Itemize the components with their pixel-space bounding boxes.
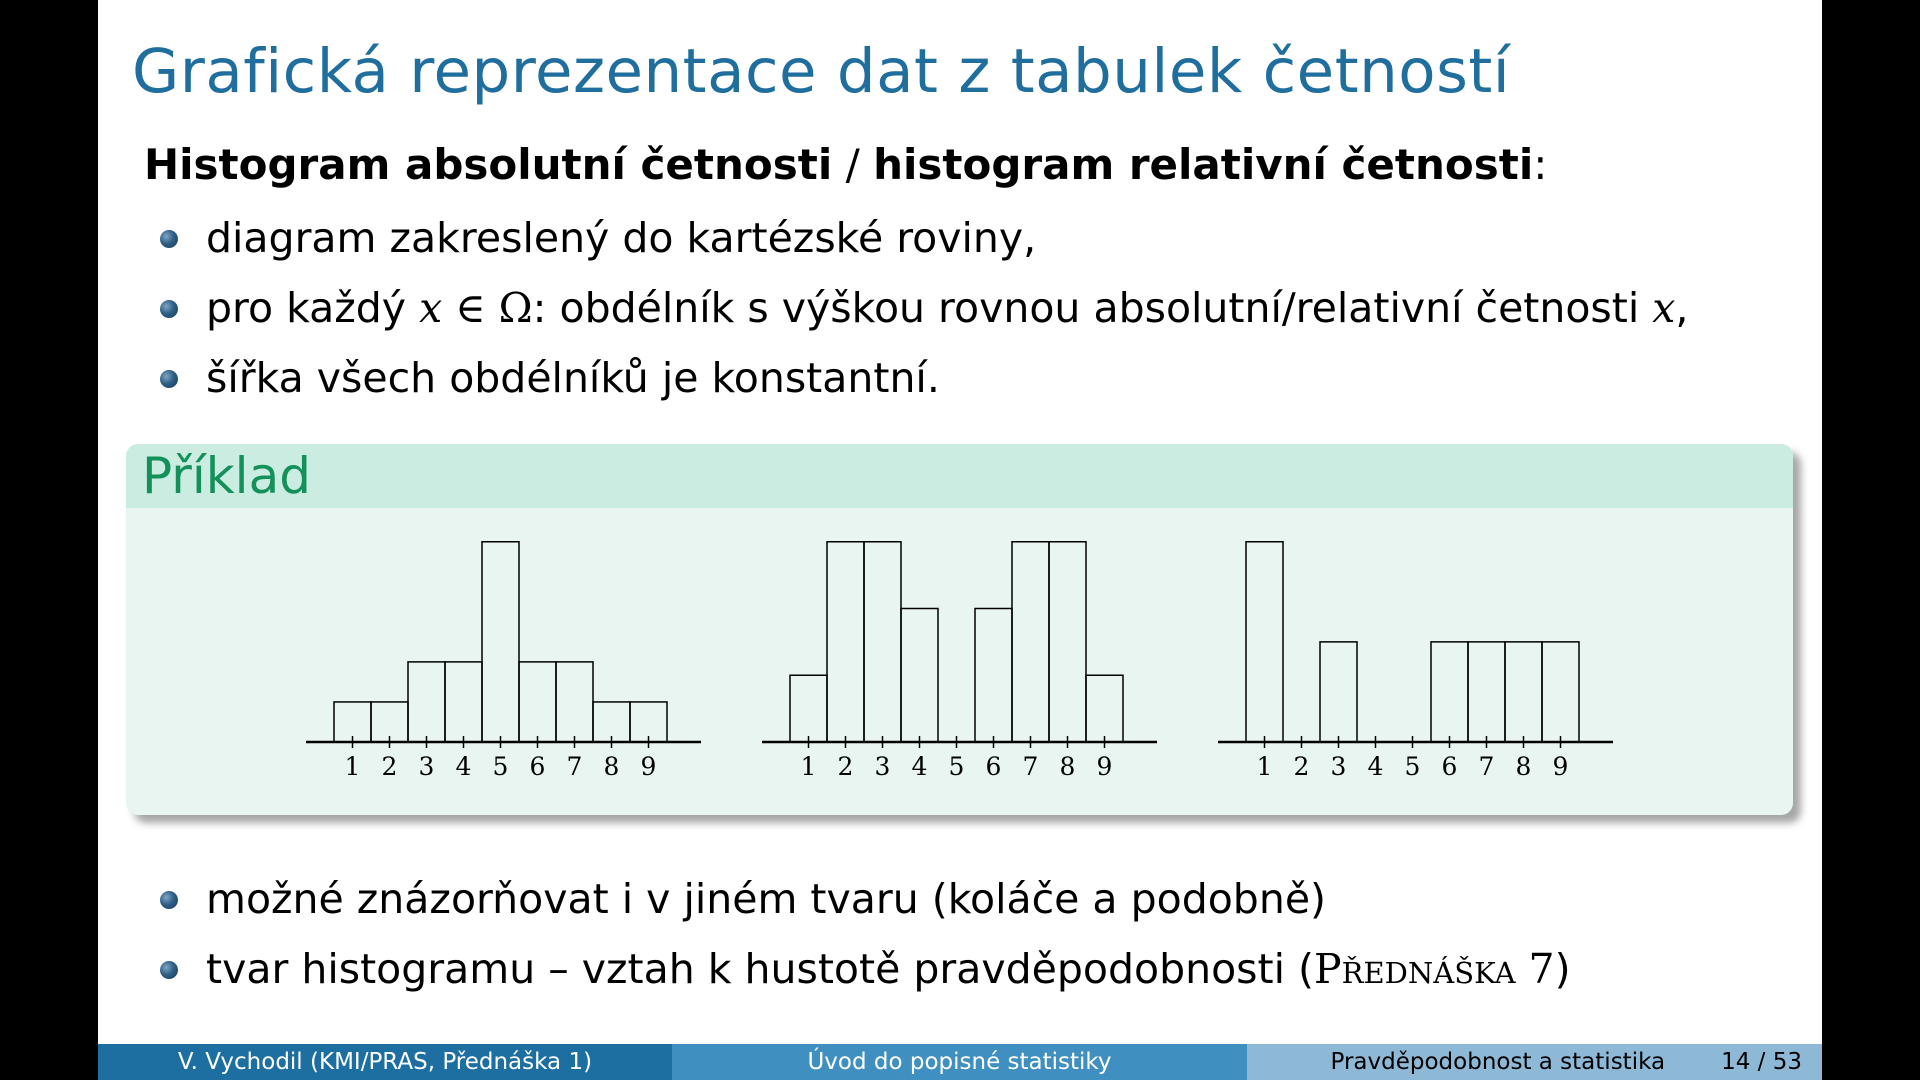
list-item: možné znázorňovat i v jiném tvaru (koláč… — [154, 864, 1571, 934]
x-tick-label: 9 — [1097, 752, 1113, 781]
subtitle-colon: : — [1533, 140, 1548, 189]
histogram-bar — [1048, 541, 1087, 743]
x-tick-label: 3 — [419, 752, 435, 781]
bullet-text-post: ) — [1554, 945, 1571, 993]
subtitle-part-2: histogram relativní četnosti — [873, 140, 1534, 189]
bullet-text-post: , — [1675, 284, 1689, 332]
subtitle: Histogram absolutní četnosti / histogram… — [144, 140, 1547, 189]
x-tick-label: 6 — [986, 752, 1002, 781]
footer-section: Úvod do popisné statistiky — [672, 1044, 1247, 1080]
bullet-text: šířka všech obdélníků je konstantní. — [206, 354, 940, 402]
footer-course-name: Pravděpodobnost a statistika — [1330, 1049, 1666, 1075]
histogram-bar — [407, 661, 446, 743]
bullet-dot-icon — [160, 370, 178, 388]
x-tick-label: 4 — [912, 752, 928, 781]
math-in-omega: ∈ Ω — [442, 284, 533, 332]
histogram-bar — [333, 701, 372, 743]
footer-author: V. Vychodil (KMI/PRAS, Přednáška 1) — [98, 1044, 672, 1080]
histogram-bar — [863, 541, 902, 743]
histogram-bar — [974, 607, 1013, 743]
x-tick-label: 1 — [1257, 752, 1273, 781]
x-tick-label: 3 — [875, 752, 891, 781]
example-block-title: Příklad — [126, 444, 1793, 508]
histogram-bar — [481, 541, 520, 743]
histogram-bar — [518, 661, 557, 743]
histogram-bar — [555, 661, 594, 743]
histogram-bar — [1504, 641, 1543, 743]
list-item: šířka všech obdélníků je konstantní. — [154, 343, 1688, 413]
histogram-bar — [1467, 641, 1506, 743]
histogram-bar — [1541, 641, 1580, 743]
bullet-list-top: diagram zakreslený do kartézské roviny, … — [154, 203, 1688, 413]
bullet-list-bottom: možné znázorňovat i v jiném tvaru (koláč… — [154, 864, 1571, 1004]
bullet-text-pre: tvar histogramu – vztah k hustotě pravdě… — [206, 945, 1315, 993]
x-tick-label: 1 — [801, 752, 817, 781]
x-tick-label: 8 — [1516, 752, 1532, 781]
histogram-bar — [444, 661, 483, 743]
x-tick-label: 6 — [530, 752, 546, 781]
histogram-bar — [1319, 641, 1358, 743]
subtitle-separator: / — [832, 140, 874, 189]
page-number: 14 / 53 — [1721, 1049, 1802, 1075]
histogram-bar — [1011, 541, 1050, 743]
histogram-bar — [1430, 641, 1469, 743]
bullet-dot-icon — [160, 230, 178, 248]
histogram-bar — [900, 607, 939, 743]
subtitle-part-1: Histogram absolutní četnosti — [144, 140, 833, 189]
x-tick-label: 4 — [1368, 752, 1384, 781]
math-x: x — [1652, 284, 1676, 332]
x-tick-label: 8 — [604, 752, 620, 781]
bullet-dot-icon — [160, 300, 178, 318]
footer-course: Pravděpodobnost a statistika 14 / 53 — [1247, 1044, 1822, 1080]
x-tick-label: 2 — [382, 752, 398, 781]
bullet-text: diagram zakreslený do kartézské roviny, — [206, 214, 1037, 262]
page-title: Grafická reprezentace dat z tabulek četn… — [132, 36, 1511, 107]
x-tick-label: 6 — [1442, 752, 1458, 781]
x-tick-label: 4 — [456, 752, 472, 781]
x-tick-label: 5 — [1405, 752, 1421, 781]
slide: Grafická reprezentace dat z tabulek četn… — [98, 0, 1822, 1080]
footer: V. Vychodil (KMI/PRAS, Přednáška 1) Úvod… — [98, 1044, 1822, 1080]
bullet-text-pre: pro každý — [206, 284, 420, 332]
histogram-bar — [1085, 674, 1124, 743]
x-tick-label: 8 — [1060, 752, 1076, 781]
histogram-bar — [1245, 541, 1284, 743]
histogram-bar — [789, 674, 828, 743]
list-item: diagram zakreslený do kartézské roviny, — [154, 203, 1688, 273]
x-tick-label: 7 — [1023, 752, 1039, 781]
list-item: tvar histogramu – vztah k hustotě pravdě… — [154, 934, 1571, 1004]
histogram-bar — [629, 701, 668, 743]
histogram-bar — [592, 701, 631, 743]
histogram-bar — [370, 701, 409, 743]
x-tick-label: 9 — [1553, 752, 1569, 781]
x-tick-label: 9 — [641, 752, 657, 781]
x-tick-label: 2 — [1294, 752, 1310, 781]
bullet-dot-icon — [160, 961, 178, 979]
x-tick-label: 2 — [838, 752, 854, 781]
x-tick-label: 5 — [949, 752, 965, 781]
x-tick-label: 7 — [567, 752, 583, 781]
x-tick-label: 5 — [493, 752, 509, 781]
lecture-number: 7 — [1515, 945, 1555, 993]
lecture-ref: Přednáška — [1314, 945, 1516, 993]
math-x: x — [419, 284, 443, 332]
bullet-dot-icon — [160, 891, 178, 909]
list-item: pro každý x ∈ Ω: obdélník s výškou rovno… — [154, 273, 1688, 343]
bullet-text-mid: : obdélník s výškou rovnou absolutní/rel… — [532, 284, 1653, 332]
bullet-text: možné znázorňovat i v jiném tvaru (koláč… — [206, 875, 1327, 923]
histogram-bar — [826, 541, 865, 743]
x-tick-label: 3 — [1331, 752, 1347, 781]
x-tick-label: 1 — [345, 752, 361, 781]
x-tick-label: 7 — [1479, 752, 1495, 781]
